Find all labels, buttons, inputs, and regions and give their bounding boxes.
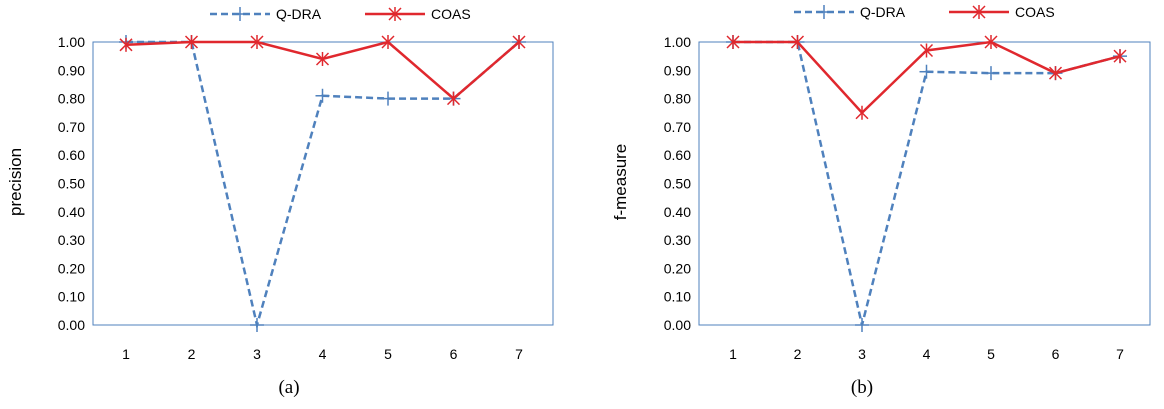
legend-marker [388, 7, 402, 21]
x-tick-label: 1 [729, 346, 737, 362]
chart-precision: 0.00 0.10 0.20 0.30 0.40 0.50 0.60 0.70 0.80 0.90… [6, 6, 554, 398]
legend-label: Q-DRA [860, 4, 906, 20]
y-tick-label: 0.10 [664, 289, 691, 305]
data-point-coas [790, 35, 805, 49]
data-point-coas [381, 35, 395, 49]
legend-marker [233, 7, 247, 21]
x-tick-label: 7 [1116, 346, 1124, 362]
y-tick-label: 0.90 [664, 62, 691, 78]
x-tick-label: 2 [188, 346, 196, 362]
data-point-coas [512, 35, 526, 49]
data-point-coas [726, 35, 740, 49]
y-tick-label: 0.80 [58, 91, 85, 107]
y-tick-label: 0.30 [58, 232, 85, 248]
legend-marker [972, 5, 986, 19]
y-tick-label: 0.50 [664, 176, 691, 192]
data-point-coas [446, 91, 461, 106]
y-tick-label: 0.10 [58, 289, 85, 305]
y-tick-label: 0.40 [58, 204, 85, 220]
series-layer [726, 35, 1127, 332]
data-point-q-dra [919, 64, 934, 79]
data-point-q-dra [250, 318, 264, 332]
x-tick-label: 6 [450, 346, 458, 362]
data-point-coas [1048, 66, 1063, 81]
legend-label: Q-DRA [276, 6, 322, 22]
y-tick-label: 0.80 [664, 91, 691, 107]
y-tick-label: 0.60 [58, 147, 85, 163]
x-tick-label: 6 [1052, 346, 1060, 362]
legend-label: COAS [1015, 4, 1055, 20]
y-axis-title: f-measure [611, 144, 630, 221]
x-tick-label: 3 [858, 346, 866, 362]
y-tick-label: 0.70 [58, 119, 85, 135]
x-tick-label: 5 [987, 346, 995, 362]
data-point-coas [919, 43, 934, 58]
y-tick-label: 0.70 [664, 119, 691, 135]
x-tick-label: 1 [122, 346, 130, 362]
series-line-q-dra [733, 40, 1121, 326]
legend: Q-DRA COAS [794, 4, 1055, 20]
x-tick-labels: 1 2 3 4 5 6 7 [729, 346, 1124, 362]
data-point-q-dra [855, 318, 869, 332]
plot-area-frame [92, 41, 554, 326]
y-tick-label: 0.00 [664, 317, 691, 333]
x-tick-label: 2 [794, 346, 802, 362]
y-tick-label: 0.00 [58, 317, 85, 333]
subfigure-caption: (b) [851, 377, 873, 398]
y-tick-label: 1.00 [58, 34, 85, 50]
data-point-q-dra [381, 91, 395, 106]
data-point-coas [119, 37, 133, 52]
subfigure-caption: (a) [278, 377, 299, 398]
x-tick-label: 3 [253, 346, 261, 362]
y-tick-label: 0.90 [58, 62, 85, 78]
data-point-q-dra [315, 88, 330, 103]
y-tick-label: 0.50 [58, 176, 85, 192]
legend-marker [817, 5, 831, 19]
x-tick-label: 4 [923, 346, 931, 362]
legend: Q-DRA COAS [210, 6, 471, 22]
y-tick-label: 0.60 [664, 147, 691, 163]
data-point-coas [315, 51, 330, 66]
y-tick-labels: 0.00 0.10 0.20 0.30 0.40 0.50 0.60 0.70 0.80 0.90… [58, 34, 85, 333]
x-tick-label: 7 [515, 346, 523, 362]
y-tick-labels: 0.00 0.10 0.20 0.30 0.40 0.50 0.60 0.70 0.80 0.90… [664, 34, 691, 333]
y-tick-label: 1.00 [664, 34, 691, 50]
y-tick-label: 0.20 [58, 260, 85, 276]
x-tick-label: 4 [319, 346, 327, 362]
data-point-coas [250, 35, 264, 49]
series-line-q-dra [126, 40, 520, 330]
y-tick-label: 0.20 [664, 260, 691, 276]
y-tick-label: 0.30 [664, 232, 691, 248]
plot-area-frame [698, 41, 1151, 326]
y-axis-title: precision [6, 148, 25, 216]
data-point-coas [984, 35, 998, 49]
x-tick-label: 5 [384, 346, 392, 362]
y-tick-label: 0.40 [664, 204, 691, 220]
data-point-coas [855, 105, 869, 120]
data-point-q-dra [984, 66, 998, 81]
data-point-coas [1113, 49, 1127, 64]
x-tick-labels: 1 2 3 4 5 6 7 [122, 346, 523, 362]
legend-label: COAS [431, 6, 471, 22]
series-layer [119, 35, 526, 332]
chart-f-measure: 0.00 0.10 0.20 0.30 0.40 0.50 0.60 0.70 0.80 0.90… [611, 4, 1151, 398]
data-point-coas [184, 35, 199, 49]
